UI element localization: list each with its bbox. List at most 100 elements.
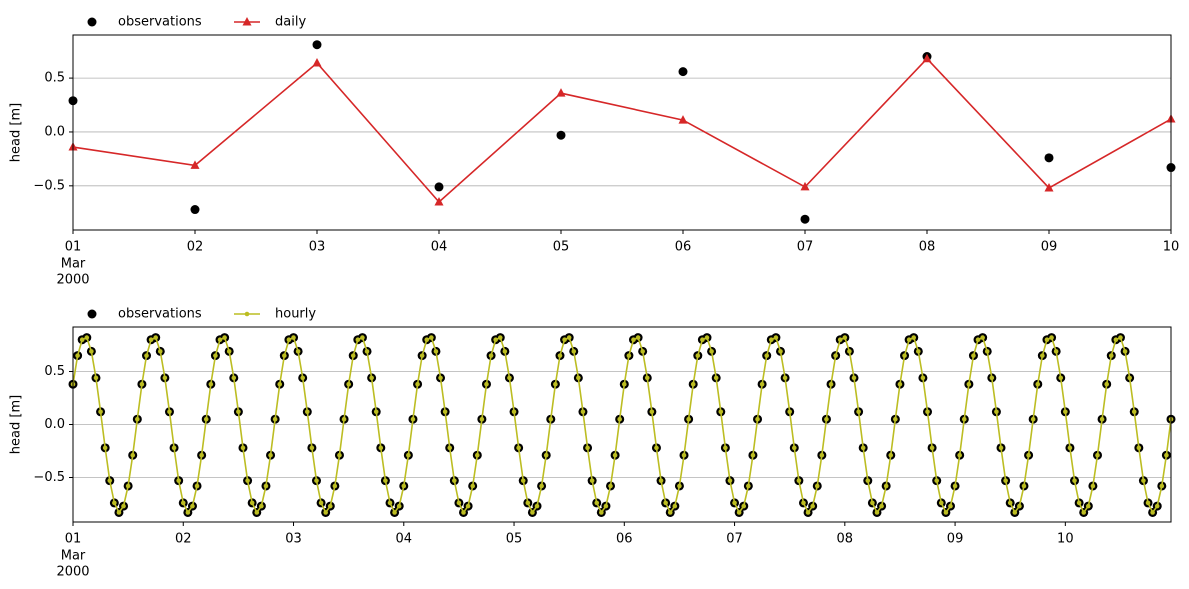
x-tick-label: 06: [616, 532, 633, 547]
dot-marker: [893, 416, 898, 422]
dot-marker: [406, 452, 411, 458]
dot-marker: [383, 478, 388, 483]
dot-marker: [465, 503, 471, 509]
legend-label: hourly: [275, 307, 316, 322]
dot-marker: [1086, 503, 1091, 509]
dot-marker: [920, 375, 926, 381]
x-tick-label: 07: [726, 532, 743, 547]
dot-marker: [254, 510, 260, 515]
dot-marker: [635, 335, 641, 340]
dot-marker: [1081, 510, 1087, 515]
dot-marker: [222, 335, 227, 340]
dot-marker: [1007, 500, 1013, 506]
dot-marker: [121, 503, 126, 509]
dot-marker: [934, 478, 939, 483]
dot-marker: [401, 483, 407, 489]
dot-marker: [493, 337, 498, 343]
dot-marker: [906, 337, 912, 343]
dot-marker: [975, 337, 981, 343]
dot-marker: [102, 445, 108, 451]
dot-marker: [585, 445, 590, 451]
dot-marker: [1127, 375, 1132, 381]
dot-marker: [778, 349, 783, 354]
legend-marker: [244, 311, 250, 317]
dot-marker: [649, 409, 655, 415]
triangle-marker: [190, 160, 200, 169]
dot-marker: [562, 337, 567, 343]
x-tick-label: 09: [947, 532, 964, 547]
dot-marker: [961, 416, 967, 422]
dot-marker: [125, 483, 131, 489]
dot-marker: [268, 452, 273, 458]
dot-marker: [608, 483, 613, 489]
dot-marker: [557, 353, 563, 358]
dot-marker: [943, 510, 949, 515]
observation-point: [312, 40, 322, 50]
dot-marker: [185, 510, 191, 515]
legend-marker: [87, 309, 97, 319]
dot-marker: [1099, 416, 1105, 422]
dot-marker: [805, 510, 811, 515]
y-tick-label: 0.0: [44, 417, 65, 432]
dot-marker: [84, 335, 90, 340]
dot-marker: [93, 375, 99, 381]
dot-marker: [350, 353, 356, 358]
y-axis-label: head [m]: [9, 395, 24, 454]
dot-marker: [208, 381, 214, 387]
dot-marker: [452, 478, 457, 483]
legend-marker: [242, 17, 252, 26]
dot-marker: [1090, 483, 1096, 489]
triangle-marker: [434, 196, 444, 206]
dot-marker: [723, 445, 728, 451]
dot-marker: [314, 478, 319, 483]
dot-marker: [571, 349, 577, 354]
dot-marker: [718, 409, 724, 415]
dot-marker: [916, 349, 921, 354]
dot-marker: [626, 353, 632, 358]
dot-marker: [750, 452, 756, 458]
dot-marker: [741, 503, 747, 509]
dot-marker: [667, 510, 673, 515]
x-tick-label: 02: [175, 532, 192, 547]
x-tick-label: 01: [65, 532, 82, 547]
dot-marker: [883, 483, 889, 489]
dot-marker: [488, 353, 494, 358]
dot-marker: [1049, 335, 1054, 340]
dot-marker: [337, 452, 342, 458]
dot-marker: [1044, 337, 1050, 343]
dot-marker: [415, 381, 420, 387]
dot-marker: [1030, 416, 1036, 422]
dot-marker: [341, 416, 347, 422]
dot-marker: [442, 409, 448, 415]
dot-marker: [263, 483, 269, 489]
dot-marker: [998, 445, 1004, 451]
dot-marker: [1145, 500, 1151, 506]
x-tick-label: 08: [919, 240, 936, 255]
dot-marker: [704, 335, 710, 340]
dot-marker: [681, 452, 687, 458]
dot-marker: [148, 337, 154, 343]
dot-marker: [249, 500, 255, 506]
x-tick-sublabel: 2000: [56, 565, 89, 580]
dot-marker: [782, 375, 788, 381]
dot-marker: [98, 409, 103, 415]
dot-marker: [456, 500, 462, 506]
dot-marker: [534, 503, 540, 509]
x-tick-label: 10: [1057, 532, 1074, 547]
dot-marker: [709, 349, 714, 354]
dot-marker: [1040, 353, 1045, 358]
dot-marker: [1095, 452, 1100, 458]
dot-marker: [300, 375, 306, 381]
dot-marker: [824, 416, 829, 422]
dot-marker: [318, 500, 324, 506]
y-tick-label: 0.5: [44, 71, 65, 86]
dot-marker: [764, 353, 770, 358]
triangle-marker: [312, 58, 322, 67]
dot-marker: [677, 483, 682, 489]
dot-marker: [410, 416, 416, 422]
dot-marker: [1067, 445, 1073, 451]
dot-marker: [746, 483, 751, 489]
dot-marker: [387, 500, 393, 506]
x-tick-label: 05: [506, 532, 523, 547]
